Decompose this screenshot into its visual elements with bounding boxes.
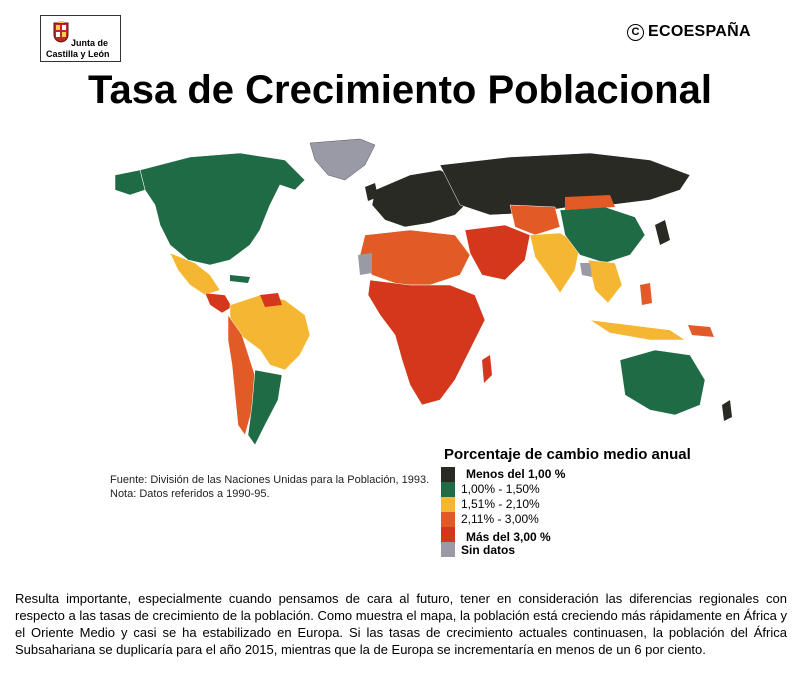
legend-swatch-1-1.5 bbox=[441, 482, 455, 497]
region-indonesia bbox=[589, 319, 686, 341]
region-central-america bbox=[204, 292, 233, 314]
source-line: Fuente: División de las Naciones Unidas … bbox=[110, 474, 430, 486]
region-western-sahara bbox=[358, 253, 372, 275]
logo-text-line1: Junta de bbox=[71, 38, 109, 48]
description-paragraph: Resulta importante, especialmente cuando… bbox=[15, 591, 787, 657]
region-mongolia bbox=[565, 195, 615, 210]
region-japan bbox=[655, 220, 670, 245]
region-uk bbox=[365, 183, 378, 201]
legend-label-1.51-2.1: 1,51% - 2,10% bbox=[461, 497, 540, 511]
region-guyanas bbox=[260, 293, 282, 307]
legend-label-less-1: Menos del 1,00 % bbox=[466, 467, 566, 481]
region-sub-saharan-africa bbox=[367, 279, 486, 406]
region-mexico bbox=[169, 252, 221, 296]
region-central-asia bbox=[509, 204, 561, 236]
coat-of-arms-icon bbox=[53, 21, 69, 43]
legend-swatch-less-1 bbox=[441, 467, 455, 482]
region-madagascar bbox=[482, 355, 492, 383]
legend-swatch-no-data bbox=[441, 542, 455, 557]
legend-swatch-more-3 bbox=[441, 527, 455, 542]
junta-logo: Junta de Castilla y León bbox=[40, 15, 121, 62]
source-note: Fuente: División de las Naciones Unidas … bbox=[110, 473, 429, 501]
region-south-asia bbox=[529, 232, 581, 294]
region-europe bbox=[371, 169, 471, 228]
legend-swatch-1.51-2.1 bbox=[441, 497, 455, 512]
legend-swatch-2.11-3 bbox=[441, 512, 455, 527]
region-new-guinea bbox=[688, 325, 714, 337]
legend-label-2.11-3: 2,11% - 3,00% bbox=[461, 512, 539, 526]
brand-name: ECOESPAÑA bbox=[648, 23, 751, 40]
region-southeast-asia bbox=[587, 259, 623, 304]
region-caribbean bbox=[230, 275, 250, 283]
region-north-america bbox=[139, 152, 306, 266]
note-line: Nota: Datos referidos a 1990-95. bbox=[110, 488, 270, 500]
region-new-zealand bbox=[722, 400, 732, 421]
legend-swatches bbox=[441, 467, 455, 557]
legend-label-no-data: Sin datos bbox=[461, 543, 516, 557]
legend-label-more-3: Más del 3,00 % bbox=[466, 530, 551, 544]
logo-text-line2: Castilla y León bbox=[46, 49, 110, 59]
page-title: Tasa de Crecimiento Poblacional bbox=[88, 68, 712, 112]
copyright-icon: C bbox=[627, 24, 644, 41]
region-china bbox=[559, 206, 646, 264]
region-russia bbox=[439, 152, 691, 216]
legend-label-1-1.5: 1,00% - 1,50% bbox=[461, 482, 540, 496]
region-south-america-andes bbox=[227, 314, 259, 436]
region-indochina-nodata bbox=[580, 263, 592, 277]
world-growth-map bbox=[114, 138, 732, 446]
region-middle-east bbox=[464, 224, 531, 281]
legend-title: Porcentaje de cambio medio anual bbox=[444, 446, 691, 463]
region-greenland bbox=[309, 138, 376, 181]
region-australia bbox=[619, 349, 706, 416]
region-south-america-south bbox=[247, 369, 283, 446]
region-north-africa bbox=[359, 229, 471, 286]
region-alaska bbox=[114, 169, 146, 196]
region-philippines bbox=[640, 283, 652, 305]
